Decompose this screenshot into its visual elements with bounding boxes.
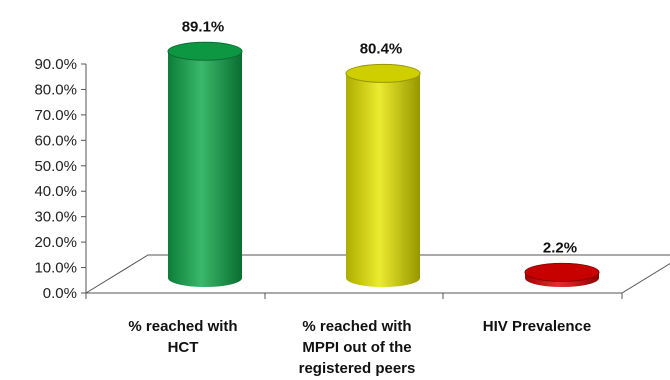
- category-label: % reached with HCT: [128, 318, 237, 356]
- category-label: HIV Prevalence: [483, 318, 591, 335]
- y-tick-label: 20.0%: [34, 234, 77, 251]
- category-label: % reached with MPPI out of the registered …: [299, 318, 416, 377]
- y-tick-label: 90.0%: [34, 56, 77, 73]
- y-tick-label: 80.0%: [34, 81, 77, 98]
- y-axis: 0.0% 10.0% 20.0% 30.0% 40.0% 50.0% 60.0% 70.0% 8…: [34, 56, 623, 302]
- data-label: 89.1%: [182, 18, 225, 35]
- data-label: 80.4%: [360, 40, 403, 57]
- bar-body: [346, 73, 420, 287]
- y-tick-label: 70.0%: [34, 107, 77, 124]
- y-tick-label: 60.0%: [34, 132, 77, 149]
- y-tick-label: 50.0%: [34, 158, 77, 175]
- y-tick-label: 40.0%: [34, 183, 77, 200]
- data-label: 2.2%: [543, 239, 577, 256]
- bar-body: [168, 51, 242, 287]
- bar-top: [167, 41, 243, 61]
- bar: [345, 63, 421, 287]
- bar-top: [345, 63, 421, 83]
- y-tick-label: 30.0%: [34, 209, 77, 226]
- category-labels: % reached with HCT % reached with MPPI out …: [128, 318, 591, 377]
- y-tick-label: 0.0%: [43, 285, 77, 302]
- y-tick-label: 10.0%: [34, 260, 77, 277]
- data-labels: 89.1% 80.4% 2.2%: [182, 18, 577, 256]
- bar-series: [167, 41, 600, 287]
- bar: [524, 262, 600, 287]
- bar: [167, 41, 243, 287]
- bar-top: [524, 262, 600, 282]
